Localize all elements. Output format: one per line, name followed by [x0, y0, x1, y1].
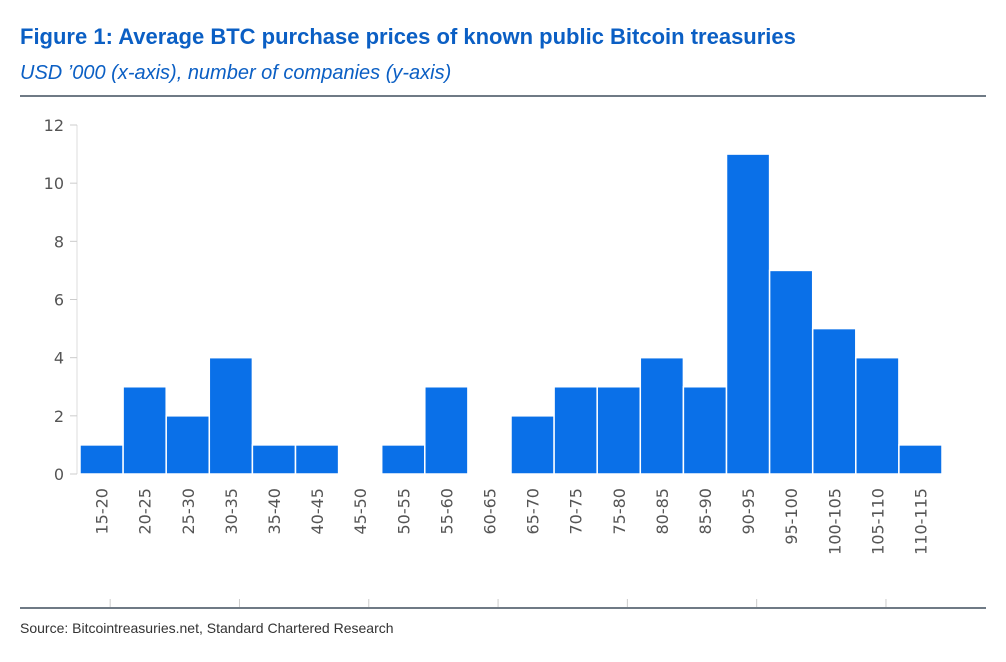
bar-70-75: [553, 386, 598, 475]
bar-95-100: [768, 269, 814, 475]
x-tick-label: 95-100: [782, 488, 801, 545]
x-tick-label: 40-45: [308, 488, 327, 535]
x-tick-label: 55-60: [437, 488, 456, 535]
bar-75-80: [596, 386, 642, 475]
y-tick-label: 10: [44, 174, 64, 193]
x-tick-label: 45-50: [351, 488, 370, 535]
x-tick-label: 50-55: [394, 488, 413, 535]
bar-25-30: [165, 415, 211, 475]
x-tick-label: 85-90: [696, 488, 715, 535]
x-tick-label: 105-110: [868, 488, 887, 555]
bar-105-110: [855, 356, 900, 475]
x-tick-label: 20-25: [136, 488, 155, 535]
bar-40-45: [294, 444, 340, 475]
top-divider: [20, 95, 986, 97]
x-tick-label: 70-75: [567, 488, 586, 535]
bar-50-55: [380, 444, 426, 475]
x-tick-label: 100-105: [825, 488, 844, 555]
y-tick-label: 0: [54, 465, 64, 484]
y-tick-label: 8: [54, 232, 64, 251]
bar-15-20: [79, 444, 124, 475]
bar-90-95: [725, 153, 771, 475]
source-note: Source: Bitcointreasuries.net, Standard …: [20, 620, 394, 636]
bar-80-85: [639, 356, 685, 475]
x-tick-label: 60-65: [480, 488, 499, 535]
bar-65-70: [510, 415, 555, 475]
x-tick-label: 30-35: [222, 488, 241, 535]
bar-85-90: [682, 386, 728, 475]
bar-110-115: [898, 444, 943, 475]
y-tick-label: 4: [54, 349, 64, 368]
y-tick-label: 2: [54, 407, 64, 426]
x-tick-label: 75-80: [610, 488, 629, 535]
bar-55-60: [424, 386, 469, 475]
bar-30-35: [208, 356, 254, 475]
x-tick-label: 35-40: [265, 488, 284, 535]
x-tick-label: 110-115: [911, 488, 930, 555]
bar-35-40: [251, 444, 297, 475]
x-tick-label: 15-20: [93, 488, 112, 535]
bottom-divider: [20, 607, 986, 609]
chart-title: Figure 1: Average BTC purchase prices of…: [20, 24, 796, 49]
y-tick-label: 6: [54, 291, 64, 310]
y-tick-label: 12: [44, 116, 64, 135]
chart-subtitle: USD ’000 (x-axis), number of companies (…: [20, 62, 452, 84]
x-tick-label: 80-85: [653, 488, 672, 535]
x-tick-label: 90-95: [739, 488, 758, 535]
bar-20-25: [122, 386, 167, 475]
x-tick-label: 25-30: [179, 488, 198, 535]
x-tick-label: 65-70: [524, 488, 543, 535]
bar-100-105: [811, 327, 857, 475]
